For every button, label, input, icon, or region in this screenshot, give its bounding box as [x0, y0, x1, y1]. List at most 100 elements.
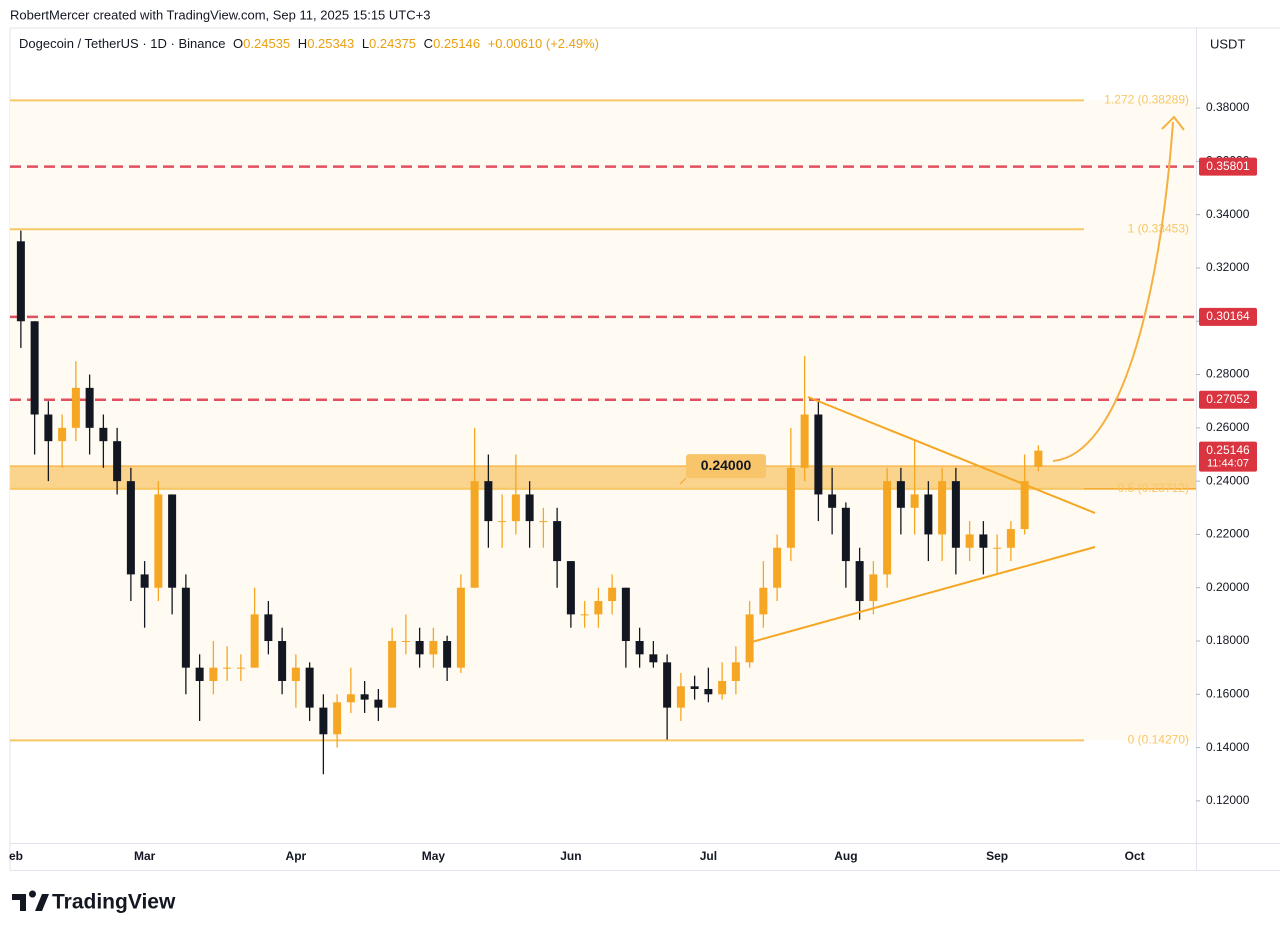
y-tick-label: 0.24000	[1206, 473, 1250, 487]
zone	[10, 465, 1196, 489]
ohlc-label: O	[233, 36, 243, 51]
fib-label: 1 (0.33453)	[1128, 221, 1189, 235]
ohlc-value: 0.24535	[243, 36, 290, 51]
candle-body	[415, 641, 424, 655]
candle-body	[113, 441, 122, 482]
candle-body	[209, 667, 218, 681]
candle-body	[731, 662, 740, 681]
candle-body	[525, 494, 534, 522]
price-tag-label: 0.25146	[1206, 443, 1250, 457]
candle-body	[305, 667, 314, 708]
candle-body	[608, 587, 617, 602]
candle-body	[126, 481, 135, 575]
currency: USDT	[1210, 36, 1245, 51]
candle-body	[635, 641, 644, 655]
candle-body	[85, 387, 94, 428]
y-tick-label: 0.34000	[1206, 207, 1250, 221]
candle-body	[401, 641, 410, 643]
candle-body	[649, 654, 658, 663]
candle-body	[456, 587, 465, 668]
y-tick-label: 0.16000	[1206, 686, 1250, 700]
candle-body	[333, 702, 342, 735]
candle-body	[346, 694, 355, 703]
candle-body	[594, 601, 603, 615]
candle-body	[44, 414, 53, 442]
candle-body	[621, 587, 630, 642]
logo-icon	[12, 890, 49, 911]
candle-body	[979, 534, 988, 548]
candle-body	[841, 507, 850, 562]
x-tick-label: Oct	[1125, 849, 1145, 863]
x-tick-label: eb	[9, 849, 23, 863]
candle-body	[264, 614, 273, 642]
candle-body	[539, 521, 548, 523]
credit: RobertMercer created with TradingView.co…	[10, 7, 430, 22]
logo: TradingView	[12, 891, 176, 914]
candle-body	[168, 494, 177, 588]
candle-body	[663, 662, 672, 708]
candle-body	[443, 641, 452, 668]
x-tick-label: Sep	[986, 849, 1008, 863]
ohlc-label: H	[298, 36, 307, 51]
levels-layer: 1.272 (0.38289) 1 (0.33453) 0.5 (0.23712) 0…	[10, 93, 1196, 747]
x-tick-label: Apr	[286, 849, 307, 863]
price-tag	[1199, 441, 1257, 472]
candle-body	[181, 587, 190, 668]
y-tick-label: 0.32000	[1206, 260, 1250, 274]
candle-body	[1006, 529, 1015, 548]
candle-body	[99, 427, 108, 442]
y-tick-label: 0.26000	[1206, 420, 1250, 434]
candle-body	[883, 481, 892, 575]
candle-body	[291, 667, 300, 681]
level-tag	[1199, 390, 1257, 409]
candle-body	[140, 574, 149, 588]
y-tick-label: 0.12000	[1206, 793, 1250, 807]
candle-body	[195, 667, 204, 681]
candle-body	[250, 614, 259, 668]
candle-body	[800, 414, 809, 468]
candle-body	[1034, 450, 1043, 467]
candle-body	[566, 561, 575, 615]
y-tick-label: 0.18000	[1206, 633, 1250, 647]
candle-body	[223, 667, 232, 669]
candle-body	[951, 481, 960, 548]
ohlc-label: L	[362, 36, 369, 51]
candle-body	[71, 387, 80, 428]
level-tag-label: 0.30164	[1206, 309, 1250, 323]
candle-body	[511, 494, 520, 522]
triangle-upper	[807, 396, 1096, 514]
candle-body	[154, 494, 163, 588]
candle-body	[690, 686, 699, 689]
candle-body	[484, 481, 493, 522]
change: +0.00610 (+2.49%)	[488, 36, 599, 51]
ohlc-value: 0.25146	[433, 36, 480, 51]
ohlc-value: 0.24375	[369, 36, 416, 51]
x-tick-label: Aug	[834, 849, 857, 863]
candle-body	[16, 241, 25, 322]
candle-body	[374, 699, 383, 708]
candle-body	[553, 521, 562, 562]
y-tick-label: 0.38000	[1206, 100, 1250, 114]
x-tick-label: May	[422, 849, 446, 863]
level-tag	[1199, 157, 1257, 176]
candle-body	[938, 481, 947, 535]
candle-body	[470, 481, 479, 588]
level-tag-label: 0.27052	[1206, 392, 1250, 406]
logo-text: TradingView	[52, 891, 176, 914]
candle-body	[759, 587, 768, 615]
candle-body	[773, 547, 782, 588]
x-tick-label: Jun	[560, 849, 581, 863]
triangle-lower	[747, 546, 1096, 644]
zone-label: 0.24000	[701, 457, 752, 473]
candle-body	[896, 481, 905, 508]
candle-body	[676, 686, 685, 708]
candle-body	[704, 688, 713, 695]
zone-label-pointer	[679, 477, 687, 485]
candle-body	[786, 467, 795, 548]
candle-body	[278, 641, 287, 681]
candles-layer	[16, 230, 1043, 775]
candle-body	[855, 561, 864, 602]
candle-body	[360, 694, 369, 700]
y-tick-label: 0.22000	[1206, 527, 1250, 541]
